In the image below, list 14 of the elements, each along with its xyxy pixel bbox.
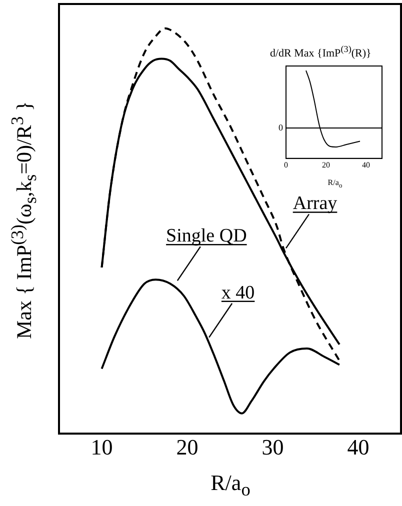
x-tick-label: 30 [262, 434, 284, 460]
annotation: x 40 [221, 282, 255, 304]
annotation: Array [292, 193, 338, 214]
x-tick-label: 40 [362, 160, 370, 170]
chart-title: d/dR Max {ImP$^{(3)}$(R)} [270, 44, 372, 60]
x-tick-label: 40 [347, 434, 370, 460]
x-tick-label: 20 [176, 434, 198, 460]
x-tick-label: 20 [322, 160, 330, 170]
ref-line-label: 0 [278, 122, 284, 132]
annotation: Single QD [166, 226, 247, 247]
x-axis-title: R/a$_{o}$ [210, 470, 252, 500]
x-tick-label: 0 [284, 160, 288, 170]
x-axis-title: R/a$_{o}$ [326, 178, 344, 190]
x-tick-label: 10 [90, 434, 113, 460]
